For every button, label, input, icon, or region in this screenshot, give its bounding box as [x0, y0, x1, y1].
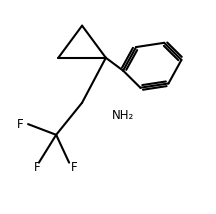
- Text: NH₂: NH₂: [112, 109, 135, 122]
- Text: F: F: [33, 162, 40, 174]
- Text: F: F: [71, 162, 78, 174]
- Text: F: F: [17, 118, 24, 131]
